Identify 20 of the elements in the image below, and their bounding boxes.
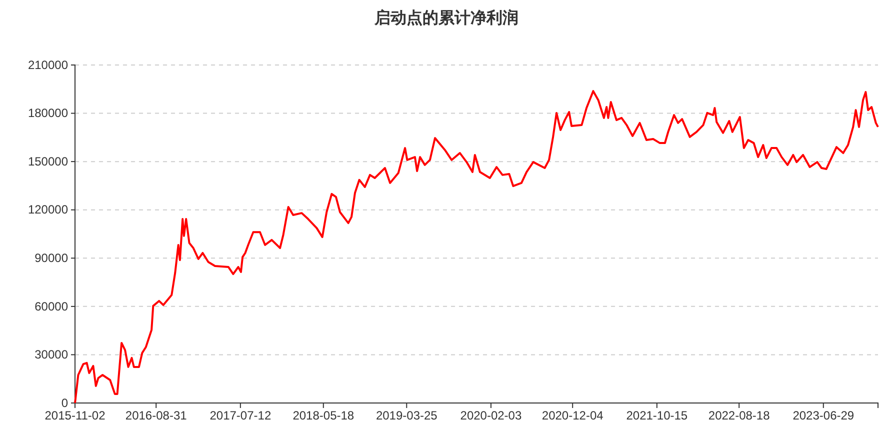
y-tick-label: 30000 <box>34 348 68 362</box>
y-tick-label: 0 <box>61 396 68 410</box>
x-tick-label: 2021-10-15 <box>626 408 688 423</box>
y-tick-label: 180000 <box>28 106 68 120</box>
y-tick-label: 90000 <box>34 250 68 265</box>
chart-title: 启动点的累计净利润 <box>374 8 518 27</box>
x-tick-label: 2020-02-03 <box>460 408 522 423</box>
x-tick-label: 2015-11-02 <box>44 408 106 423</box>
x-tick-label: 2016-08-31 <box>125 408 188 423</box>
y-tick-label: 150000 <box>28 154 68 168</box>
line-series <box>74 90 879 404</box>
y-tick-label: 60000 <box>34 299 68 314</box>
x-tick-label: 2022-08-18 <box>708 408 770 423</box>
x-tick-label: 2023-06-29 <box>792 408 854 423</box>
x-tick-label: 2020-12-04 <box>542 408 604 423</box>
y-tick-label: 120000 <box>28 202 68 217</box>
x-tick-label: 2017-07-12 <box>210 408 272 423</box>
y-tick-label: 210000 <box>28 58 68 72</box>
x-tick-label: 2018-05-18 <box>292 408 354 423</box>
x-tick-label: 2019-03-25 <box>376 408 438 423</box>
